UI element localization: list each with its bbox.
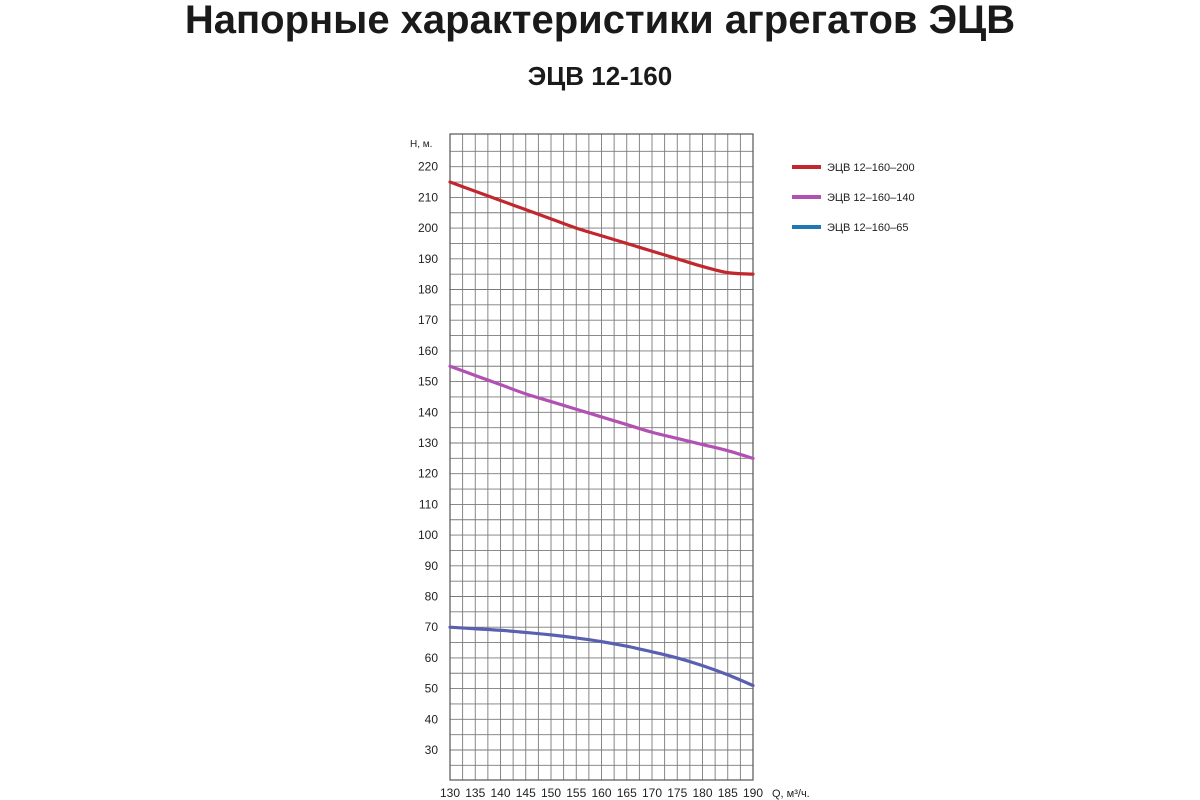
y-tick-label: 180 <box>418 283 438 297</box>
y-tick-label: 80 <box>425 590 439 604</box>
y-tick-label: 200 <box>418 221 438 235</box>
x-tick-label: 185 <box>718 786 738 800</box>
y-tick-label: 70 <box>425 620 439 634</box>
x-tick-label: 145 <box>516 786 536 800</box>
y-tick-label: 170 <box>418 313 438 327</box>
legend-label-1: ЭЦВ 12–160–200 <box>827 162 915 174</box>
y-tick-label: 120 <box>418 467 438 481</box>
y-tick-label: 60 <box>425 651 439 665</box>
y-tick-label: 110 <box>419 497 438 511</box>
legend: ЭЦВ 12–160–200 ЭЦВ 12–160–140 ЭЦВ 12–160–6… <box>792 162 915 234</box>
series-line-2 <box>448 364 755 460</box>
y-tick-label: 40 <box>425 712 439 726</box>
y-tick-label: 90 <box>425 559 439 573</box>
y-tick-label: 50 <box>425 682 439 696</box>
chart-subtitle: ЭЦВ 12-160 <box>527 61 673 91</box>
y-tick-label: 150 <box>418 375 438 389</box>
x-tick-labels: 130 135 140 145 150 155 160 165 170 175 180 185 190 <box>440 786 763 800</box>
y-tick-label: 100 <box>418 528 438 542</box>
x-tick-label: 180 <box>692 786 712 800</box>
x-axis-label: Q, м³/ч. <box>772 788 810 800</box>
y-tick-label: 140 <box>418 405 438 419</box>
y-tick-label: 210 <box>418 190 438 204</box>
x-tick-label: 175 <box>667 786 687 800</box>
x-tick-label: 165 <box>617 786 637 800</box>
page-title: Напорные характеристики агрегатов ЭЦВ <box>184 0 1016 42</box>
x-tick-label: 190 <box>743 786 763 800</box>
x-tick-label: 130 <box>440 786 460 800</box>
y-tick-labels: 30 40 50 60 70 80 90 100 110 120 130 140 150 160 170 18… <box>418 160 438 757</box>
x-tick-label: 150 <box>541 786 561 800</box>
y-tick-label: 30 <box>425 743 439 757</box>
y-tick-label: 130 <box>418 436 438 450</box>
x-tick-label: 135 <box>465 786 485 800</box>
series-lines <box>448 180 755 688</box>
x-tick-label: 160 <box>591 786 611 800</box>
legend-label-3: ЭЦВ 12–160–65 <box>827 222 909 234</box>
y-tick-label: 190 <box>418 252 438 266</box>
y-axis-label: H, м. <box>410 139 432 150</box>
x-tick-label: 155 <box>566 786 586 800</box>
y-tick-label: 160 <box>418 344 438 358</box>
legend-label-2: ЭЦВ 12–160–140 <box>827 192 915 204</box>
y-tick-label: 220 <box>418 160 438 174</box>
x-tick-label: 170 <box>642 786 662 800</box>
x-tick-label: 140 <box>490 786 510 800</box>
series-line-1 <box>448 180 755 276</box>
grid <box>449 134 754 780</box>
series-line-3 <box>448 625 755 688</box>
